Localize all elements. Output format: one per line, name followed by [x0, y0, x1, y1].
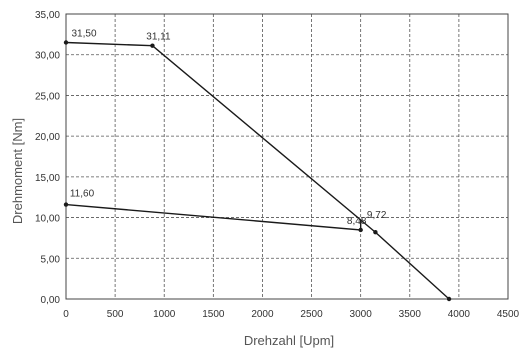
data-point: [373, 230, 378, 235]
x-tick-label: 0: [63, 309, 69, 320]
data-point: [446, 296, 452, 302]
x-tick-label: 4000: [448, 309, 471, 320]
x-axis-title: Drehzahl [Upm]: [244, 333, 334, 348]
plot-frame: [65, 13, 509, 300]
data-point: [63, 202, 69, 207]
grid: [66, 14, 508, 299]
y-tick-label: 20,00: [35, 132, 60, 143]
x-tick-label: 4500: [497, 309, 520, 320]
x-tick-label: 1500: [202, 309, 225, 320]
series-layer: [63, 40, 452, 302]
y-tick-label: 25,00: [35, 91, 60, 102]
y-tick-label: 10,00: [35, 214, 60, 225]
x-tick-label: 3500: [399, 309, 422, 320]
data-label: 31,50: [71, 29, 96, 40]
x-axis-ticks: 0 500 1000 1500 2000 2500 3000 3500 4000 4500: [63, 309, 519, 320]
x-tick-label: 500: [107, 309, 124, 320]
x-tick-label: 1000: [153, 309, 176, 320]
y-tick-label: 15,00: [35, 173, 60, 184]
x-tick-label: 2000: [251, 309, 274, 320]
plot-border: [65, 13, 509, 300]
y-axis-title: Drehmoment [Nm]: [10, 118, 25, 224]
data-label: 8,48: [347, 216, 367, 227]
data-label: 31,11: [146, 32, 171, 43]
data-point: [358, 227, 363, 233]
y-tick-label: 35,00: [35, 10, 60, 21]
data-label: 9,72: [367, 210, 387, 221]
data-label: 11,60: [70, 189, 95, 200]
y-tick-label: 5,00: [41, 254, 61, 265]
data-point: [150, 43, 155, 48]
y-axis-ticks: 0,00 5,00 10,00 15,00 20,00 25,00 30,00 35,00: [35, 10, 60, 306]
point-labels: 31,50 31,11 11,60 8,489,72: [70, 29, 387, 227]
y-tick-label: 30,00: [35, 51, 60, 62]
y-tick-label: 0,00: [41, 295, 61, 306]
data-point: [63, 40, 69, 45]
x-tick-label: 2500: [300, 309, 323, 320]
x-tick-label: 3000: [350, 309, 373, 320]
series-line: [65, 41, 450, 300]
